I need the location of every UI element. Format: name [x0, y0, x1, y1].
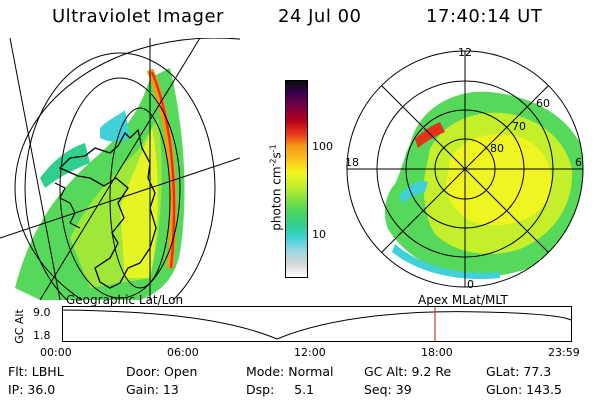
- seq-info: Seq: 39: [364, 382, 412, 397]
- colorbar-tick-10: 10: [312, 228, 326, 241]
- colorbar-label: photon cm-2s-1: [268, 144, 284, 231]
- mlt-label-18: 18: [345, 156, 359, 169]
- altitude-timeline: [62, 306, 572, 342]
- mlt-label-12: 12: [458, 46, 472, 59]
- mlt-label-6: 6: [575, 156, 582, 169]
- time-tick-1200: 12:00: [294, 346, 326, 359]
- polar-mlt-image: [346, 50, 584, 288]
- time-tick-2359: 23:59: [548, 346, 580, 359]
- dsp-info: Dsp: 5.1: [246, 382, 315, 397]
- colorbar-tick-100: 100: [312, 140, 333, 153]
- filter-info: Flt: LBHL: [8, 364, 64, 379]
- alt-tick-9: 9.0: [33, 306, 51, 319]
- mlat-label-70: 70: [512, 120, 526, 133]
- mode-info: Mode: Normal: [246, 364, 334, 379]
- alt-tick-1-8: 1.8: [33, 329, 51, 342]
- coastline: [58, 128, 157, 289]
- time-label: 17:40:14 UT: [426, 6, 543, 27]
- mlt-label-0: 0: [467, 278, 474, 291]
- geographic-label: Geographic Lat/Lon: [66, 293, 184, 307]
- gc-alt-info: GC Alt: 9.2 Re: [364, 364, 452, 379]
- glon-info: GLon: 143.5: [486, 382, 562, 397]
- mlat-label-80: 80: [490, 142, 504, 155]
- time-tick-0600: 06:00: [167, 346, 199, 359]
- ip-info: IP: 36.0: [8, 382, 56, 397]
- glat-info: GLat: 77.3: [486, 364, 552, 379]
- time-tick-1800: 18:00: [421, 346, 453, 359]
- gain-info: Gain: 13: [126, 382, 179, 397]
- timeline-axis-label: GC Alt: [12, 309, 26, 344]
- colorbar: [285, 80, 308, 278]
- door-info: Door: Open: [126, 364, 198, 379]
- apex-label: Apex MLat/MLT: [418, 293, 508, 307]
- time-tick-0000: 00:00: [40, 346, 72, 359]
- altitude-curve: [62, 309, 572, 340]
- mlat-label-60: 60: [536, 97, 550, 110]
- instrument-title: Ultraviolet Imager: [52, 6, 224, 27]
- geographic-image: [0, 38, 240, 300]
- date-label: 24 Jul 00: [278, 6, 362, 27]
